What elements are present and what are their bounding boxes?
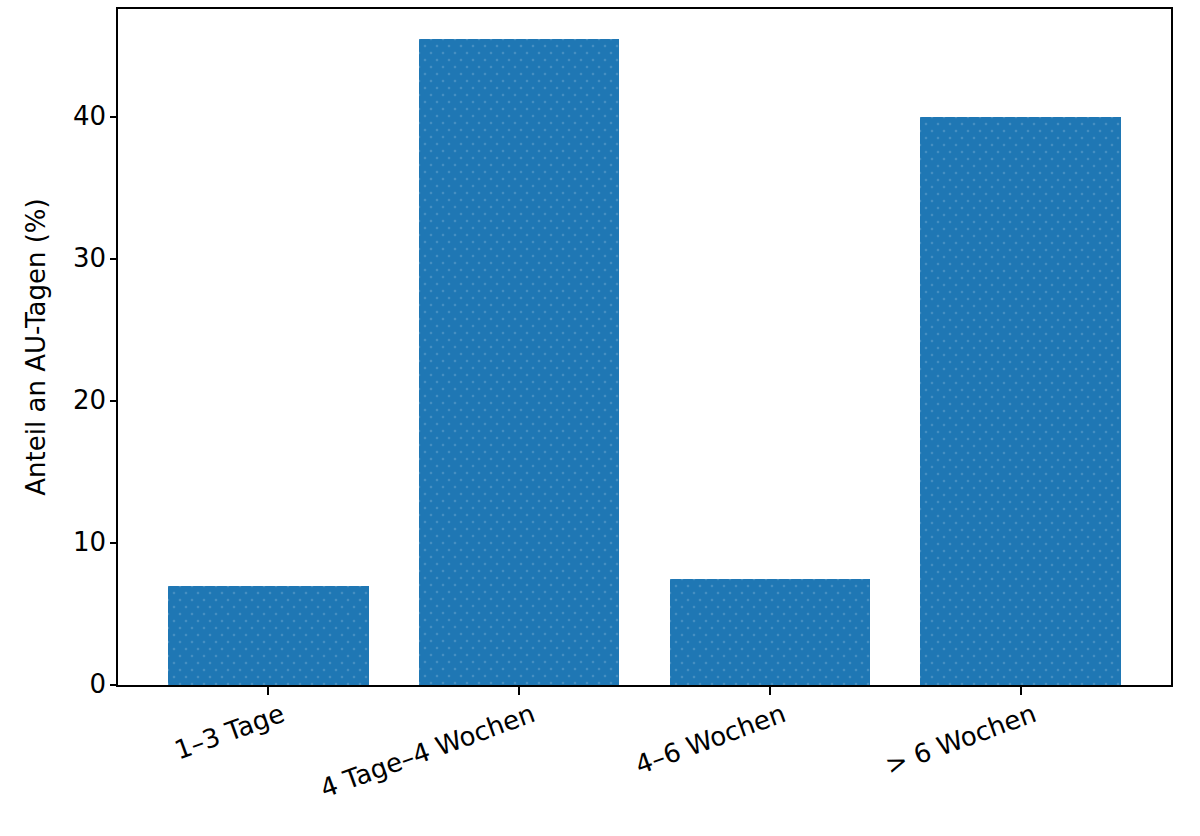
x-tick xyxy=(1020,685,1022,695)
bar-chart-figure: Anteil an AU-Tagen (%) 1–3 Tage4 Tage–4 … xyxy=(0,0,1200,836)
y-tick-label: 0 xyxy=(89,670,106,700)
x-tick-label: 4–6 Wochen xyxy=(632,699,790,781)
bar xyxy=(419,39,620,685)
y-tick xyxy=(110,542,118,544)
x-tick xyxy=(769,685,771,695)
y-tick-label: 30 xyxy=(73,244,106,274)
bar xyxy=(168,586,369,685)
y-tick-label: 40 xyxy=(73,102,106,132)
x-tick-label: > 6 Wochen xyxy=(882,699,1041,781)
x-tick-label: 1–3 Tage xyxy=(171,699,289,766)
x-tick-label: 4 Tage–4 Wochen xyxy=(317,699,540,804)
bar xyxy=(920,117,1121,685)
y-tick xyxy=(110,400,118,402)
y-tick-label: 20 xyxy=(73,386,106,416)
bar xyxy=(670,579,871,686)
plot-area: 1–3 Tage4 Tage–4 Wochen4–6 Wochen> 6 Woc… xyxy=(116,7,1173,687)
y-tick xyxy=(110,258,118,260)
x-tick xyxy=(267,685,269,695)
y-tick-label: 10 xyxy=(73,528,106,558)
y-axis-label: Anteil an AU-Tagen (%) xyxy=(21,198,51,495)
y-tick xyxy=(110,116,118,118)
x-tick xyxy=(518,685,520,695)
y-tick xyxy=(110,684,118,686)
